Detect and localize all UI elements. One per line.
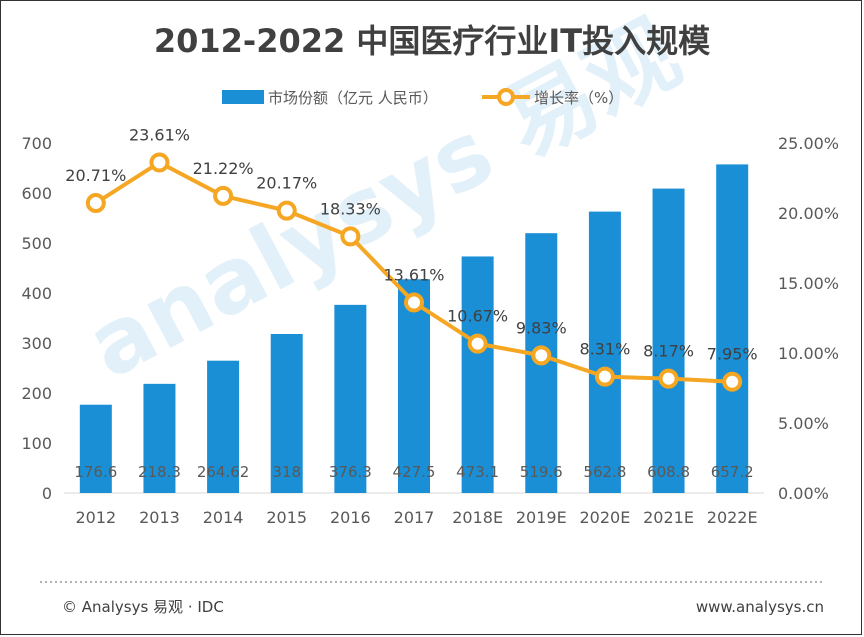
y-left-tick-label: 700 [21,134,52,153]
growth-point [594,366,615,387]
growth-point [658,368,679,389]
x-tick-label: 2017 [394,508,435,527]
growth-value-label: 8.31% [579,340,630,359]
y-right-tick-label: 5.00% [778,414,829,433]
growth-value-label: 13.61% [383,265,444,284]
bar [398,279,430,493]
y-left-tick-label: 200 [21,384,52,403]
bar-value-label: 562.8 [583,463,626,481]
x-tick-label: 2018E [452,508,503,527]
legend: 市场份额（亿元 人民币） 增长率（%） [222,88,623,107]
y-left-tick-label: 0 [42,484,52,503]
bar [334,304,367,493]
growth-point [85,193,106,214]
x-tick-label: 2013 [139,508,180,527]
bar [143,383,176,493]
bar-value-label: 519.6 [520,463,563,481]
chart-title: 2012-2022 中国医疗行业IT投入规模 [154,22,710,60]
legend-line-label: 增长率（%） [534,89,623,107]
y-left-tick-label: 500 [21,234,52,253]
legend-bar-label: 市场份额（亿元 人民币） [268,89,438,107]
x-tick-label: 2016 [330,508,371,527]
bar-value-label: 318 [272,463,301,481]
bar-value-label: 176.6 [74,463,117,481]
y-right-tick-label: 10.00% [778,344,839,363]
growth-value-label: 7.95% [707,345,758,364]
legend-bar-swatch [222,90,264,104]
footer-site: www.analysys.cn [696,598,824,616]
growth-value-label: 8.17% [643,342,694,361]
x-tick-label: 2015 [266,508,307,527]
bar [207,360,240,493]
x-tick-label: 2020E [579,508,630,527]
x-tick-label: 2019E [516,508,567,527]
y-left-tick-label: 400 [21,284,52,303]
growth-value-label: 9.83% [516,318,567,337]
y-right-tick-label: 20.00% [778,204,839,223]
y-left-tick-label: 100 [21,434,52,453]
y-left-tick-label: 300 [21,334,52,353]
legend-line-marker [497,88,515,106]
bar-value-label: 657.2 [711,463,754,481]
growth-point [213,185,234,206]
bar-value-label: 608.8 [647,463,690,481]
growth-value-label: 10.67% [447,307,508,326]
growth-value-label: 18.33% [320,199,381,218]
y-left-tick-label: 600 [21,184,52,203]
y-right-tick-label: 25.00% [778,134,839,153]
growth-point [722,371,743,392]
growth-point [404,292,424,313]
y-right-tick-label: 0.00% [778,484,829,503]
growth-point [149,152,170,173]
bar-value-label: 427.5 [393,463,436,481]
x-tick-label: 2022E [707,508,758,527]
growth-point [276,200,297,221]
bar [79,404,112,493]
bar [716,164,749,493]
bar-value-label: 376.3 [329,463,372,481]
bar [270,334,303,493]
growth-value-label: 20.17% [256,174,317,193]
y-right-tick-label: 15.00% [778,274,839,293]
x-tick-label: 2014 [203,508,244,527]
growth-value-label: 20.71% [65,166,126,185]
bar-value-label: 473.1 [456,463,499,481]
bar [588,211,621,493]
bar [461,256,494,493]
plot-area: 0 100 200 300 400 500 600 700 0.00% 5.00% 10.00% 15… [21,125,839,527]
bar-value-label: 218.3 [138,463,181,481]
growth-point [467,333,488,354]
growth-point [531,345,552,366]
footer-source: © Analysys 易观 · IDC [62,598,224,616]
growth-point [340,226,361,247]
bar [652,188,685,493]
x-tick-label: 2021E [643,508,694,527]
growth-value-label: 21.22% [193,159,254,178]
bar-value-label: 264.62 [197,463,250,481]
growth-value-label: 23.61% [129,125,190,144]
x-tick-label: 2012 [75,508,116,527]
